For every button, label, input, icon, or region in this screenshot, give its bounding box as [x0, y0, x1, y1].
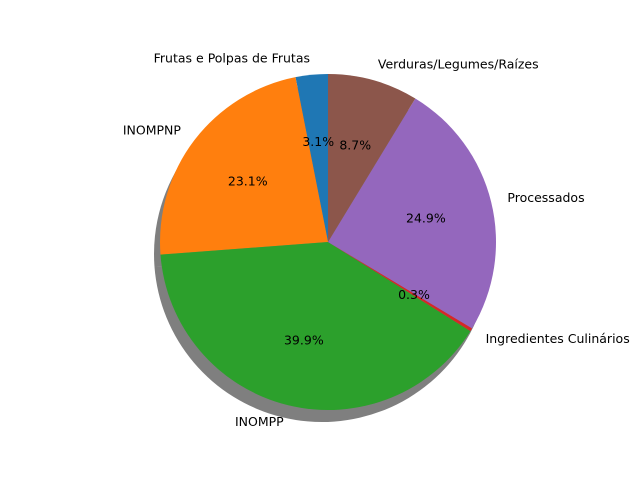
slice-label-verduras-legumes-raizes: Verduras/Legumes/Raízes	[378, 57, 539, 72]
slice-percent-inompnp: 23.1%	[228, 173, 268, 188]
slice-percent-verduras-legumes-raizes: 8.7%	[339, 137, 371, 152]
slice-percent-inompp: 39.9%	[284, 332, 324, 347]
slice-processados	[328, 98, 496, 329]
slice-label-frutas-e-polpas-de-frutas: Frutas e Polpas de Frutas	[154, 51, 310, 66]
slice-percent-ingredientes-culinarios: 0.3%	[398, 287, 430, 302]
slice-verduras-legumes-raizes	[328, 74, 416, 242]
slice-inompnp	[160, 77, 328, 255]
slice-label-inompp: INOMPP	[235, 414, 284, 429]
slice-percent-processados: 24.9%	[406, 210, 446, 225]
slice-inompp	[160, 242, 471, 410]
slice-label-inompnp: INOMPNP	[123, 123, 182, 138]
pie-wedges	[160, 74, 496, 410]
pie-labels: Frutas e Polpas de Frutas 3.1% INOMPNP 23.1…	[123, 51, 630, 429]
slice-ingredientes-culinarios	[328, 242, 473, 332]
slice-label-processados: Processados	[507, 190, 584, 205]
slice-percent-frutas-e-polpas-de-frutas: 3.1%	[302, 134, 334, 149]
slice-label-ingredientes-culinarios: Ingredientes Culinários	[486, 331, 630, 346]
slice-frutas-e-polpas-de-frutas	[295, 74, 328, 242]
